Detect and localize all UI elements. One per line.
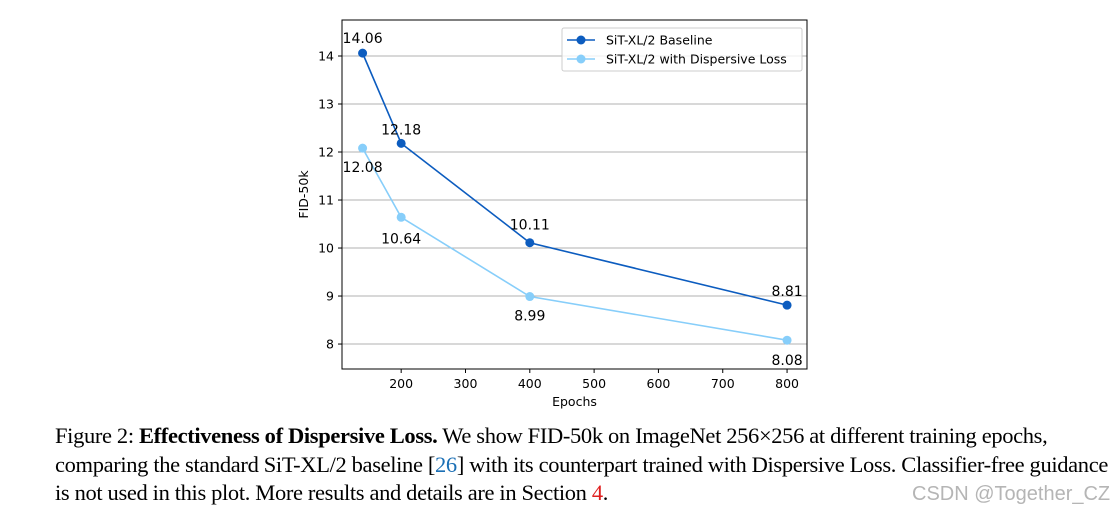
x-tick-label: 300	[454, 376, 478, 391]
y-axis-label: FID-50k	[296, 170, 311, 219]
legend-label: SiT-XL/2 with Dispersive Loss	[606, 52, 787, 67]
fid-line-chart: 8 9 10 11 12 13 14 200 300 400 500 600 700 800 Epochs F…	[296, 19, 808, 409]
caption-prefix: Figure 2:	[55, 423, 139, 448]
y-tick-label: 12	[318, 145, 334, 160]
watermark: CSDN @Together_CZ	[912, 483, 1111, 505]
x-tick-label: 200	[389, 376, 413, 391]
data-label: 14.06	[343, 31, 383, 47]
x-tick-label: 400	[518, 376, 542, 391]
y-tick-label: 13	[318, 97, 334, 112]
x-tick-label: 700	[711, 376, 735, 391]
x-tick-label: 800	[775, 376, 799, 391]
x-tick-label: 500	[582, 376, 606, 391]
data-point	[396, 138, 406, 148]
legend-label: SiT-XL/2 Baseline	[606, 33, 713, 48]
x-tick-label: 600	[647, 376, 671, 391]
y-tick-label: 8	[326, 337, 334, 352]
y-tick-label: 9	[326, 289, 334, 304]
legend-box	[561, 27, 803, 72]
caption-text-1: We show FID-50k on ImageNet 256×256 at d…	[55, 423, 1048, 477]
data-point	[525, 292, 535, 302]
y-tick-label: 10	[318, 241, 334, 256]
data-point	[782, 335, 792, 345]
data-label: 8.99	[514, 309, 545, 325]
plot-frame	[341, 19, 808, 370]
data-label: 12.18	[381, 122, 421, 138]
y-tick-label: 14	[318, 49, 334, 64]
data-label: 10.64	[381, 231, 421, 247]
data-point	[396, 212, 406, 222]
x-axis-label: Epochs	[552, 394, 597, 409]
caption-text-3: .	[602, 480, 609, 505]
data-point	[358, 143, 368, 153]
data-label: 8.81	[771, 284, 802, 300]
data-label: 8.08	[771, 353, 802, 369]
figure-caption: Figure 2: Effectiveness of Dispersive Lo…	[55, 422, 1112, 508]
citation-link[interactable]: 26	[435, 451, 457, 477]
series-line-1	[361, 147, 788, 341]
caption-bold: Effectiveness of Dispersive Loss.	[139, 423, 438, 448]
data-label: 12.08	[343, 160, 383, 176]
data-point	[525, 238, 535, 248]
caption-text-2: ] with its counterpart trained with Disp…	[55, 451, 1108, 506]
data-point	[358, 48, 368, 58]
legend-marker	[576, 35, 586, 45]
data-point	[782, 300, 792, 310]
section-link[interactable]: 4	[591, 480, 603, 505]
data-label: 10.11	[510, 218, 550, 234]
y-tick-label: 11	[318, 193, 334, 208]
legend-marker	[576, 54, 586, 64]
series-line-0	[361, 52, 788, 306]
